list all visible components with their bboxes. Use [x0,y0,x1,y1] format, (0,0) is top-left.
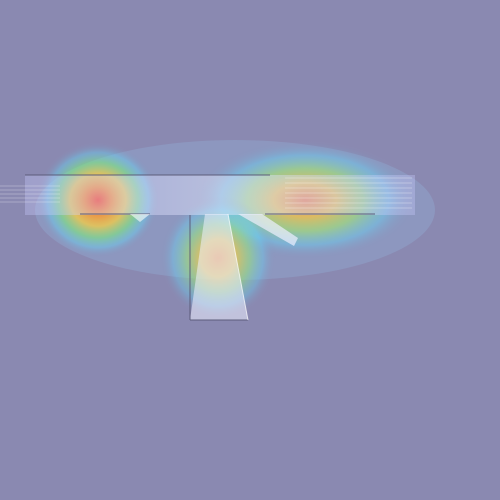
right-tip-lines [285,177,412,209]
object-strut [238,214,298,246]
wing-notch-left [130,214,150,222]
object-stem [189,213,249,321]
stem-body [190,214,248,320]
stem-inner-edge [227,213,249,321]
wing-body [25,175,415,215]
left-tip-lines [0,185,60,203]
object-wing [0,174,415,222]
